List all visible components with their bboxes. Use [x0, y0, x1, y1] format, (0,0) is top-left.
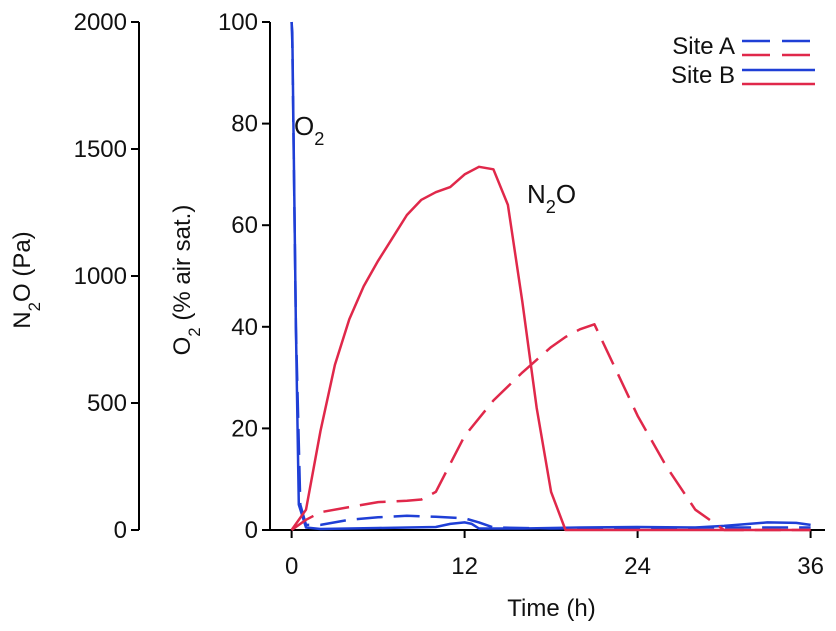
n2o-axis-title: N2O (Pa)	[9, 231, 44, 328]
time-tick-label: 12	[451, 553, 478, 580]
n2o-annotation: N2O	[527, 179, 576, 217]
time-tick-label: 0	[285, 553, 298, 580]
o2-tick-label: 100	[218, 9, 258, 36]
time-tick-label: 36	[797, 553, 824, 580]
legend-sample	[742, 68, 815, 86]
n2o-tick-label: 1500	[74, 136, 127, 163]
o2-axis: 0 20 40 60 80 100 O2 (% air sat.)	[169, 9, 271, 544]
o2-tick-label: 0	[245, 517, 258, 544]
o2-annotation: O2	[294, 111, 324, 149]
time-axis-title: Time (h)	[507, 595, 595, 622]
n2o-tick-label: 0	[114, 517, 127, 544]
o2-axis-title: O2 (% air sat.)	[169, 205, 204, 356]
n2o-tick-label: 1000	[74, 263, 127, 290]
series-n2o-site-b	[290, 165, 811, 532]
annotations: O2 N2O	[294, 111, 576, 217]
o2-tick-label: 20	[231, 415, 258, 442]
legend-label: Site B	[671, 62, 735, 89]
time-tick-label: 24	[624, 553, 651, 580]
series-n2o-site-a	[290, 323, 811, 532]
time-axis: 0 12 24 36 Time (h)	[270, 529, 825, 622]
legend-sample	[742, 39, 815, 57]
n2o-tick-label: 500	[87, 390, 127, 417]
o2-tick-label: 60	[231, 212, 258, 239]
n2o-tick-label: 2000	[74, 9, 127, 36]
o2-tick-label: 40	[231, 314, 258, 341]
o2-tick-label: 80	[231, 111, 258, 138]
n2o-axis: 0 500 1000 1500 2000 N2O (Pa)	[9, 9, 140, 544]
plot-lines	[290, 21, 811, 532]
legend-label: Site A	[672, 33, 735, 60]
